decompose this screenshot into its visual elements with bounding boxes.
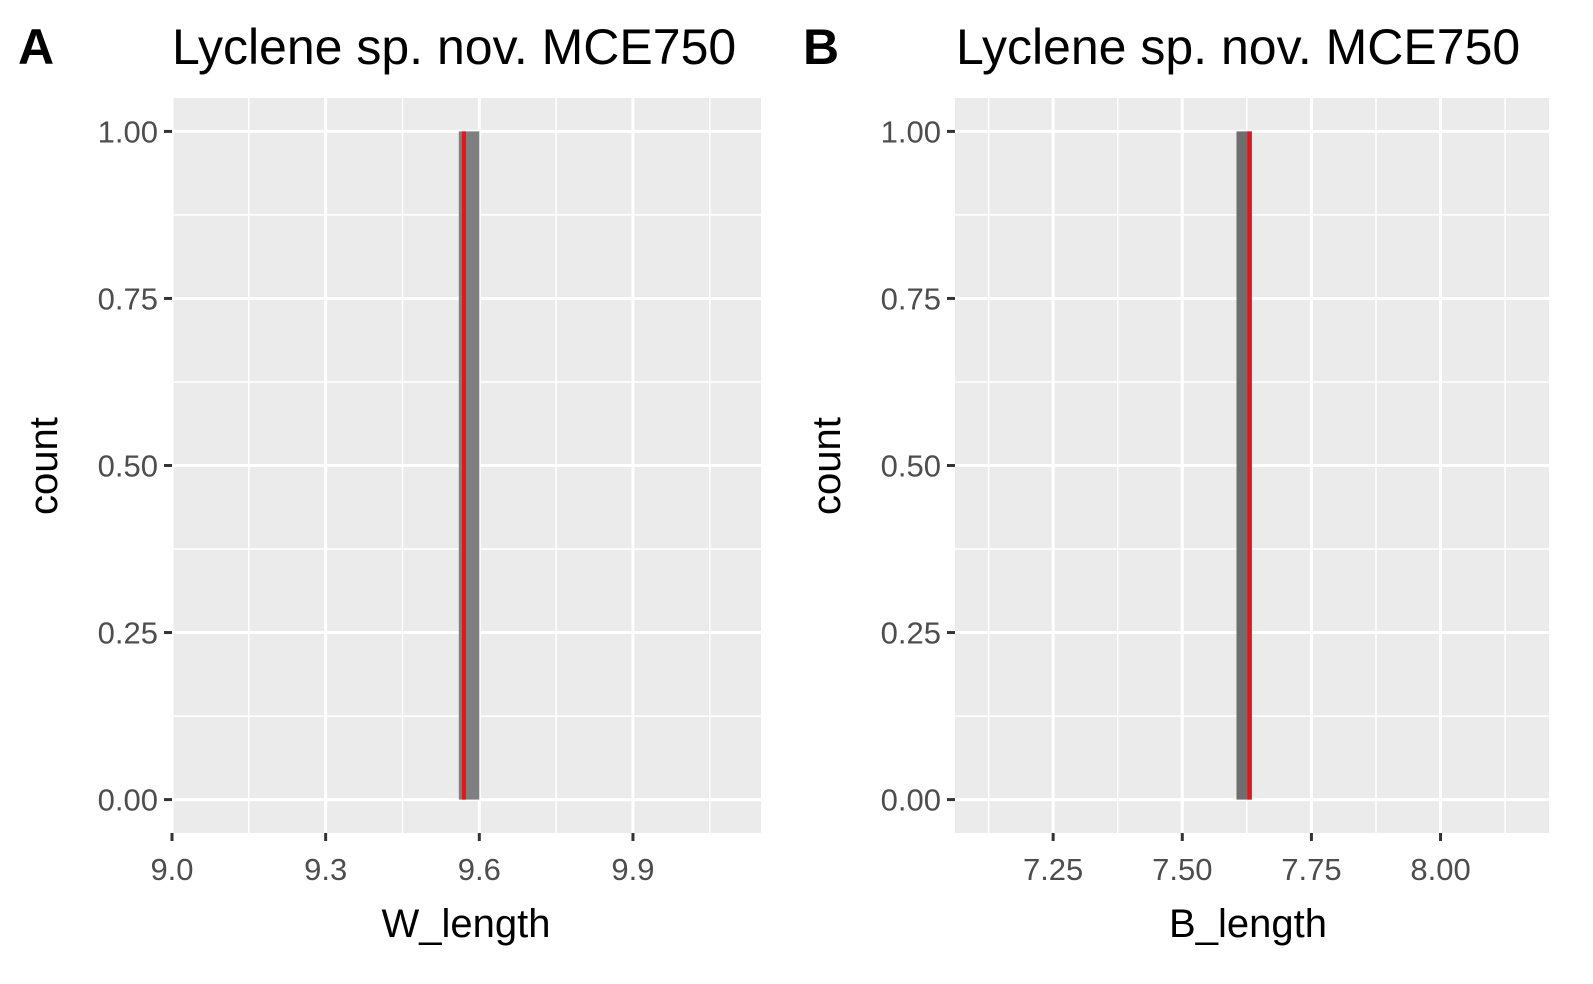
chart-panel-b: 0.00 0.25 0.50 0.75 1.00 7.25 7.50 7.75 8.00 B_le… <box>803 19 1549 946</box>
y-axis-title: count <box>22 417 66 515</box>
y-tick-label: 1.00 <box>881 114 941 149</box>
x-tick-label: 8.00 <box>1410 852 1470 887</box>
x-tick-label: 7.75 <box>1281 852 1341 887</box>
chart-title: Lyclene sp. nov. MCE750 <box>172 19 736 75</box>
x-tick-label: 9.6 <box>458 852 501 887</box>
x-tick-label: 9.0 <box>150 852 193 887</box>
x-axis-title: B_length <box>1169 902 1327 946</box>
x-tick-label: 7.25 <box>1023 852 1083 887</box>
y-tick-label: 0.00 <box>881 783 941 818</box>
y-tick-label: 0.25 <box>98 616 158 651</box>
panel-tag: A <box>18 19 54 75</box>
panel-tag: B <box>803 19 839 75</box>
y-tick-label: 0.75 <box>98 281 158 316</box>
y-tick-label: 0.75 <box>881 281 941 316</box>
chart-panel-a: 0.00 0.25 0.50 0.75 1.00 9.0 9.3 9.6 9.9 W_length… <box>18 19 761 946</box>
chart-title: Lyclene sp. nov. MCE750 <box>956 19 1520 75</box>
x-tick-label: 9.9 <box>611 852 654 887</box>
x-axis-title: W_length <box>382 902 551 946</box>
histogram-bar <box>458 131 480 800</box>
y-tick-label: 0.50 <box>98 449 158 484</box>
y-tick-label: 0.50 <box>881 449 941 484</box>
y-axis-title: count <box>805 417 849 515</box>
x-tick-label: 7.50 <box>1152 852 1212 887</box>
y-tick-label: 1.00 <box>98 114 158 149</box>
x-tick-label: 9.3 <box>304 852 347 887</box>
y-tick-label: 0.00 <box>98 783 158 818</box>
y-tick-label: 0.25 <box>881 616 941 651</box>
